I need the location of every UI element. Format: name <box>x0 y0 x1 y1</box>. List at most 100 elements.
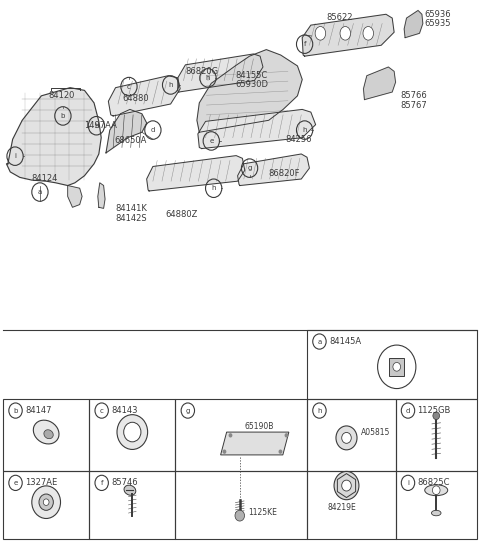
Polygon shape <box>389 358 405 376</box>
Text: g: g <box>247 165 252 171</box>
Text: 85622: 85622 <box>326 13 353 21</box>
Ellipse shape <box>124 485 136 495</box>
Text: 85767: 85767 <box>400 101 427 110</box>
Bar <box>175 471 307 539</box>
Text: h: h <box>211 185 216 191</box>
Text: 65190B: 65190B <box>244 422 274 431</box>
Bar <box>396 398 477 471</box>
Polygon shape <box>98 183 105 208</box>
Circle shape <box>228 433 232 438</box>
Text: 84147: 84147 <box>25 406 52 415</box>
Text: 1125KE: 1125KE <box>248 508 277 517</box>
Circle shape <box>342 480 351 491</box>
Text: 86820G: 86820G <box>185 67 218 76</box>
Text: A05815: A05815 <box>361 428 390 437</box>
Ellipse shape <box>432 510 441 516</box>
Polygon shape <box>221 432 289 455</box>
Ellipse shape <box>315 27 325 40</box>
Polygon shape <box>197 50 302 132</box>
Polygon shape <box>6 88 101 185</box>
Ellipse shape <box>425 485 448 495</box>
Text: 84155C: 84155C <box>235 71 267 80</box>
Bar <box>307 330 477 398</box>
Bar <box>3 398 89 471</box>
Text: 1327AE: 1327AE <box>25 479 57 487</box>
Circle shape <box>124 422 141 442</box>
Text: 84256: 84256 <box>286 135 312 144</box>
Ellipse shape <box>33 420 59 444</box>
Text: 1125GB: 1125GB <box>418 406 451 415</box>
Polygon shape <box>404 10 423 38</box>
Ellipse shape <box>44 430 53 439</box>
Text: i: i <box>407 480 409 486</box>
Text: 65936: 65936 <box>424 10 451 19</box>
Text: c: c <box>127 83 131 89</box>
Polygon shape <box>302 14 394 56</box>
Text: 86820F: 86820F <box>269 168 300 178</box>
Text: 84219E: 84219E <box>327 503 356 512</box>
Text: h: h <box>206 75 210 81</box>
Text: 85746: 85746 <box>111 479 138 487</box>
Text: i: i <box>14 153 16 159</box>
Text: e: e <box>13 480 18 486</box>
Text: h: h <box>168 82 173 88</box>
Text: 84120: 84120 <box>48 92 75 100</box>
Polygon shape <box>178 54 263 92</box>
Text: e: e <box>209 138 214 144</box>
Circle shape <box>433 412 440 420</box>
Text: h: h <box>94 123 99 129</box>
Circle shape <box>278 450 282 454</box>
Text: a: a <box>38 189 42 195</box>
Ellipse shape <box>363 27 373 40</box>
Circle shape <box>334 471 359 500</box>
Text: d: d <box>406 408 410 414</box>
Bar <box>307 398 396 471</box>
Circle shape <box>39 494 53 510</box>
Text: 84145A: 84145A <box>329 337 361 346</box>
Text: b: b <box>61 113 65 119</box>
Bar <box>89 471 175 539</box>
Circle shape <box>117 415 148 450</box>
Circle shape <box>336 426 357 450</box>
Polygon shape <box>68 185 82 207</box>
Bar <box>3 471 89 539</box>
Polygon shape <box>106 110 147 153</box>
Bar <box>307 471 396 539</box>
Text: h: h <box>317 408 322 414</box>
Text: 86825C: 86825C <box>418 479 450 487</box>
Circle shape <box>32 486 60 518</box>
Text: 68650A: 68650A <box>115 136 147 146</box>
Text: h: h <box>302 127 307 133</box>
Text: a: a <box>317 338 322 344</box>
Text: 65930D: 65930D <box>235 81 268 89</box>
Polygon shape <box>363 67 396 100</box>
Text: f: f <box>100 480 103 486</box>
Bar <box>175 398 307 471</box>
Text: 84124: 84124 <box>32 174 58 184</box>
Circle shape <box>223 450 227 454</box>
Ellipse shape <box>340 27 350 40</box>
Text: 84143: 84143 <box>111 406 138 415</box>
Text: f: f <box>303 41 306 47</box>
Circle shape <box>342 432 351 443</box>
Text: 1497AA: 1497AA <box>84 121 117 130</box>
Text: 64880: 64880 <box>123 94 149 103</box>
Circle shape <box>285 433 288 438</box>
Text: 64880Z: 64880Z <box>166 210 198 220</box>
Bar <box>396 471 477 539</box>
Circle shape <box>43 499 49 505</box>
Text: d: d <box>151 127 155 133</box>
Text: 84142S: 84142S <box>116 214 147 223</box>
Circle shape <box>393 362 401 371</box>
Polygon shape <box>238 154 310 185</box>
Bar <box>89 398 175 471</box>
Text: b: b <box>13 408 18 414</box>
Polygon shape <box>198 110 316 149</box>
Polygon shape <box>108 76 180 116</box>
Text: 65935: 65935 <box>424 19 451 28</box>
Text: g: g <box>186 408 190 414</box>
Text: 84141K: 84141K <box>116 204 147 213</box>
Circle shape <box>432 486 440 494</box>
Text: 85766: 85766 <box>400 91 427 100</box>
Polygon shape <box>147 156 245 191</box>
